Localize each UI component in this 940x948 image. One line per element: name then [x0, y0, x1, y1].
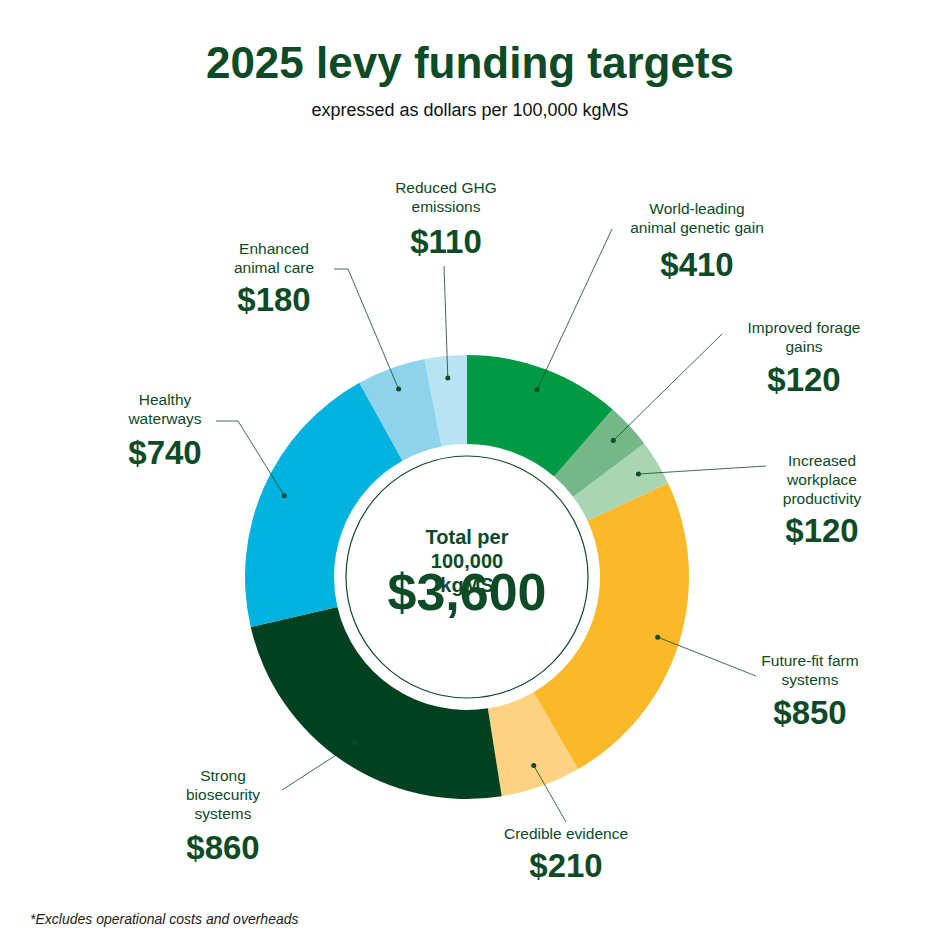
category-label-line: Enhanced — [239, 240, 309, 257]
leader-dot — [535, 387, 540, 392]
category-label: Strong biosecurity systems — [186, 767, 260, 822]
category-label: Credible evidence — [504, 825, 628, 842]
value-label: $210 — [529, 847, 602, 884]
footnote: *Excludes operational costs and overhead… — [30, 911, 299, 927]
center-label-line: Total per — [426, 526, 509, 548]
leader-dot — [636, 471, 641, 476]
leader-dot — [282, 493, 287, 498]
value-label: $120 — [767, 361, 840, 398]
leader-line — [334, 269, 399, 389]
leader-dot — [531, 763, 536, 768]
leader-dot — [445, 375, 450, 380]
value-label: $410 — [660, 246, 733, 283]
leader-line — [282, 743, 355, 790]
chart: 2025 levy funding targets expressed as do… — [0, 0, 940, 948]
category-label-line: World-leading — [649, 200, 744, 217]
center-circle — [346, 456, 588, 698]
leader-dot — [396, 387, 401, 392]
value-label: $860 — [186, 829, 259, 866]
leader-line — [216, 421, 284, 496]
category-label-line: animal care — [234, 259, 314, 276]
leader-dot — [655, 635, 660, 640]
category-label-line: Future-fit farm — [761, 652, 858, 669]
category-label: World-leading animal genetic gain — [630, 200, 764, 236]
leader-dot — [611, 438, 616, 443]
category-label: Increased workplace productivity — [783, 452, 862, 507]
slice — [425, 355, 467, 446]
category-label-line: systems — [195, 805, 252, 822]
leader-line — [613, 334, 722, 441]
category-label-line: Increased — [788, 452, 856, 469]
category-label-line: biosecurity — [186, 786, 260, 803]
slice — [488, 692, 578, 796]
value-label: $180 — [237, 281, 310, 318]
category-label-line: animal genetic gain — [630, 219, 764, 236]
leader-line — [638, 466, 766, 474]
leader-line — [534, 766, 566, 822]
center-value: $3,600 — [387, 563, 546, 621]
category-label-line: Credible evidence — [504, 825, 628, 842]
labels: World-leading animal genetic gain $410 Impr… — [127, 179, 861, 884]
category-label: Improved forage gains — [748, 319, 861, 355]
category-label-line: emissions — [412, 198, 481, 215]
leader-line — [658, 637, 756, 676]
category-label-line: Healthy — [139, 391, 192, 408]
plot-area — [245, 355, 689, 799]
leader-dot — [353, 740, 358, 745]
category-label: Future-fit farm systems — [761, 652, 858, 688]
value-label: $740 — [128, 434, 201, 471]
value-label: $850 — [773, 694, 846, 731]
category-label-line: workplace — [786, 471, 857, 488]
category-label-line: systems — [782, 671, 839, 688]
subtitle: expressed as dollars per 100,000 kgMS — [311, 100, 628, 120]
category-label-line: gains — [785, 338, 822, 355]
category-label-line: waterways — [127, 410, 201, 427]
donut — [245, 355, 689, 799]
category-label-line: Strong — [200, 767, 246, 784]
category-label: Enhanced animal care — [234, 240, 314, 276]
category-label-line: Reduced GHG — [395, 179, 497, 196]
value-label: $110 — [410, 223, 482, 260]
title: 2025 levy funding targets — [206, 38, 734, 87]
leader-line — [444, 266, 448, 378]
category-label: Healthy waterways — [127, 391, 201, 427]
category-label-line: productivity — [783, 490, 862, 507]
value-label: $120 — [785, 512, 858, 549]
category-label-line: Improved forage — [748, 319, 861, 336]
leader-line — [537, 229, 612, 390]
category-label: Reduced GHG emissions — [395, 179, 497, 215]
